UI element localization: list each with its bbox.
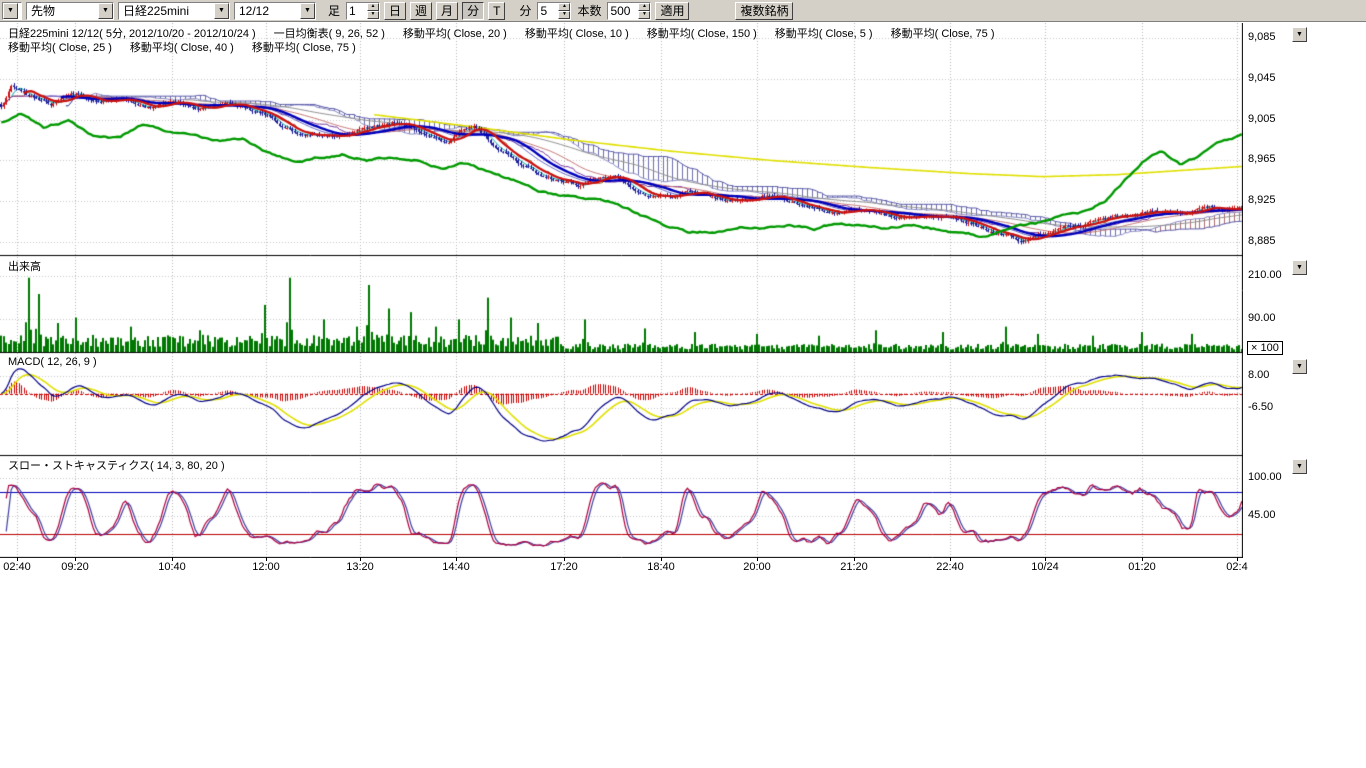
indicator-label: 移動平均( Close, 5 )	[775, 28, 873, 40]
time-axis-label: 12:00	[252, 561, 280, 573]
mini-select[interactable]: ▼	[2, 2, 22, 20]
y-axis-label: 9,085	[1248, 31, 1276, 43]
time-axis-label: 02:4	[1226, 561, 1247, 573]
y-axis-label: -6.50	[1248, 401, 1273, 413]
macd-panel-label: MACD( 12, 26, 9 )	[8, 356, 97, 368]
spinner-icon[interactable]: ▲▼	[367, 3, 379, 19]
minute-input[interactable]: ▲▼	[537, 2, 571, 20]
macd-pane-scroll-button[interactable]: ▼	[1292, 359, 1307, 374]
time-axis-tick	[1045, 557, 1046, 561]
stoch-pane-scroll-button[interactable]: ▼	[1292, 459, 1307, 474]
y-axis-label: 100.00	[1248, 471, 1282, 483]
chevron-down-icon: ▼	[214, 3, 229, 19]
spinner-icon[interactable]: ▲▼	[638, 3, 650, 19]
minute-field[interactable]	[538, 3, 558, 19]
indicator-label: 移動平均( Close, 40 )	[130, 42, 234, 54]
y-axis-label: 45.00	[1248, 509, 1276, 521]
symbol-select[interactable]: 日経225mini ▼	[118, 2, 230, 20]
time-axis-tick	[360, 557, 361, 561]
y-axis-label: 8,885	[1248, 235, 1276, 247]
bar-count-input[interactable]: ▲▼	[607, 2, 651, 20]
time-axis-tick	[1142, 557, 1143, 561]
y-axis-label: 210.00	[1248, 269, 1282, 281]
time-axis-label: 17:20	[550, 561, 578, 573]
chevron-down-icon: ▼	[3, 3, 18, 19]
volume-pane-scroll-button[interactable]: ▼	[1292, 260, 1307, 275]
y-axis-label: 9,005	[1248, 113, 1276, 125]
bar-multiplier-input[interactable]: ▲▼	[346, 2, 380, 20]
time-axis-label: 09:20	[61, 561, 89, 573]
period-month-button[interactable]: 月	[436, 2, 458, 20]
stochastics-panel-label: スロー・ストキャスティクス( 14, 3, 80, 20 )	[8, 457, 225, 473]
time-axis-label: 21:20	[840, 561, 868, 573]
category-select[interactable]: 先物 ▼	[26, 2, 114, 20]
time-axis-label: 10/24	[1031, 561, 1059, 573]
time-axis-tick	[17, 557, 18, 561]
bar-count-label: 本数	[577, 2, 601, 19]
period-week-button[interactable]: 週	[410, 2, 432, 20]
indicator-label: 移動平均( Close, 20 )	[403, 28, 507, 40]
y-axis-label: 8,925	[1248, 194, 1276, 206]
time-axis-tick	[172, 557, 173, 561]
time-axis-tick	[456, 557, 457, 561]
price-chart-canvas[interactable]	[0, 23, 1243, 558]
time-axis-tick	[757, 557, 758, 561]
time-axis-tick	[266, 557, 267, 561]
time-axis-label: 18:40	[647, 561, 675, 573]
indicator-label: 移動平均( Close, 75 )	[891, 28, 995, 40]
time-axis-tick	[950, 557, 951, 561]
time-axis-tick	[661, 557, 662, 561]
apply-button[interactable]: 適用	[655, 2, 689, 20]
indicator-label: 移動平均( Close, 25 )	[8, 42, 112, 54]
contract-select[interactable]: 12/12 ▼	[234, 2, 316, 20]
volume-panel-label: 出来高	[8, 258, 41, 274]
time-axis-tick	[564, 557, 565, 561]
bar-type-label: 足	[328, 2, 340, 19]
y-axis-label: 8,965	[1248, 153, 1276, 165]
time-axis-tick	[1237, 557, 1238, 561]
period-minute-button[interactable]: 分	[462, 2, 484, 20]
time-axis-label: 20:00	[743, 561, 771, 573]
time-axis-label: 14:40	[442, 561, 470, 573]
multi-symbol-button[interactable]: 複数銘柄	[735, 2, 793, 20]
y-axis-label: 90.00	[1248, 312, 1276, 324]
indicator-label: 移動平均( Close, 150 )	[647, 28, 757, 40]
contract-select-value: 12/12	[235, 4, 300, 18]
time-axis-label: 10:40	[158, 561, 186, 573]
time-axis-label: 02:40	[3, 561, 31, 573]
time-axis-label: 13:20	[346, 561, 374, 573]
chart-header-line2: 移動平均( Close, 25 ) 移動平均( Close, 40 ) 移動平均( …	[8, 39, 374, 55]
time-axis-tick	[75, 557, 76, 561]
y-axis-label: 8.00	[1248, 369, 1269, 381]
spinner-icon[interactable]: ▲▼	[558, 3, 570, 19]
main-pane-scroll-button[interactable]: ▼	[1292, 27, 1307, 42]
time-axis-tick	[854, 557, 855, 561]
time-axis-label: 01:20	[1128, 561, 1156, 573]
period-day-button[interactable]: 日	[384, 2, 406, 20]
minute-unit-label: 分	[519, 2, 531, 19]
time-axis-label: 22:40	[936, 561, 964, 573]
category-select-value: 先物	[27, 2, 98, 19]
indicator-label: 移動平均( Close, 75 )	[252, 42, 356, 54]
chevron-down-icon: ▼	[300, 3, 315, 19]
symbol-select-value: 日経225mini	[119, 2, 214, 19]
bar-count-field[interactable]	[608, 3, 638, 19]
tick-button[interactable]: T	[488, 2, 505, 20]
bar-multiplier-field[interactable]	[347, 3, 367, 19]
indicator-label: 移動平均( Close, 10 )	[525, 28, 629, 40]
volume-multiplier-badge: × 100	[1247, 341, 1283, 355]
y-axis-label: 9,045	[1248, 72, 1276, 84]
toolbar: ▼ 先物 ▼ 日経225mini ▼ 12/12 ▼ 足 ▲▼ 日 週 月 分 …	[0, 0, 1366, 22]
chevron-down-icon: ▼	[98, 3, 113, 19]
